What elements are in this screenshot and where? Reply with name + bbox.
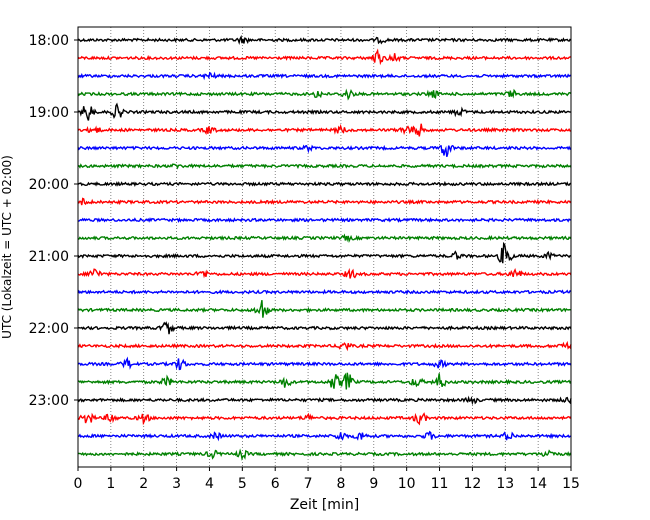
y-tick-label: 20:00: [29, 177, 69, 193]
x-tick-label: 3: [172, 476, 181, 492]
seismogram-trace: [77, 217, 572, 224]
seismogram-trace: [77, 372, 572, 390]
seismogram-trace: [77, 34, 572, 46]
x-tick-label: 6: [271, 476, 280, 492]
plot-frame: [77, 26, 572, 468]
seismogram-trace: [77, 448, 572, 461]
seismogram-trace: [77, 144, 572, 158]
seismogram-trace: [77, 412, 572, 426]
y-tick-label: 23:00: [29, 393, 69, 409]
x-tick-label: 9: [369, 476, 378, 492]
seismogram-trace: [77, 197, 572, 206]
x-tick-label: 10: [398, 476, 416, 492]
x-tick-label: 12: [463, 476, 481, 492]
y-tick-label: 19:00: [29, 105, 69, 121]
x-axis-ticks: 0 1 2 3 4 5 6 7 8 9 10 11 12 13 14 15: [74, 467, 580, 492]
seismogram-trace: [77, 267, 572, 279]
x-tick-label: 2: [139, 476, 148, 492]
seismogram-trace: [77, 356, 572, 371]
y-axis-ticks: 18:00 19:00 20:00 21:00 22:00 23:00: [29, 33, 78, 409]
x-tick-label: 11: [431, 476, 449, 492]
x-tick-label: 14: [529, 476, 547, 492]
x-tick-label: 7: [304, 476, 313, 492]
trace-series: [77, 34, 572, 461]
x-axis-label: Zeit [min]: [290, 497, 359, 513]
seismogram-trace: [77, 241, 572, 264]
x-tick-label: 15: [562, 476, 580, 492]
seismogram-trace: [77, 180, 572, 188]
x-tick-label: 13: [496, 476, 514, 492]
x-tick-label: 0: [74, 476, 83, 492]
y-tick-label: 22:00: [29, 321, 69, 337]
seismogram-trace: [77, 71, 572, 81]
seismogram-trace: [77, 395, 572, 406]
seismogram-trace: [77, 340, 572, 352]
seismogram-trace: [77, 48, 572, 66]
seismogram-trace: [77, 88, 572, 101]
x-tick-label: 4: [205, 476, 214, 492]
seismogram-trace: [77, 233, 572, 244]
y-tick-label: 18:00: [29, 33, 69, 49]
seismogram-trace: [77, 321, 572, 335]
y-tick-label: 21:00: [29, 249, 69, 265]
seismogram-trace: [77, 123, 572, 137]
y-axis-label: UTC (Lokalzeit = UTC + 02:00): [0, 155, 14, 339]
x-tick-label: 1: [106, 476, 115, 492]
x-tick-label: 5: [238, 476, 247, 492]
seismogram-trace: [77, 300, 572, 318]
x-tick-label: 8: [336, 476, 345, 492]
seismogram-trace: [77, 288, 572, 295]
seismogram-trace: [77, 430, 572, 442]
seismogram-trace: [77, 163, 572, 170]
seismogram-trace: [77, 102, 572, 121]
grid-lines: [110, 27, 539, 467]
